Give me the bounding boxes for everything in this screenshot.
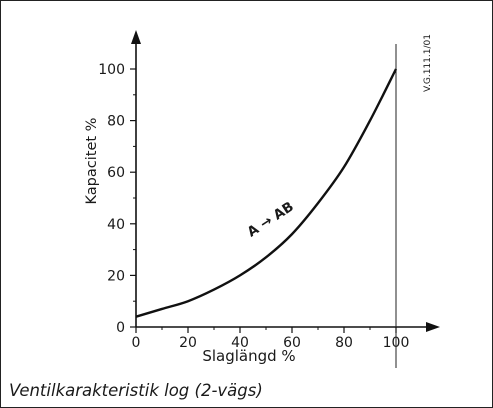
y-tick-label-0: 0 [116, 320, 125, 336]
y-tick-label-40: 40 [107, 217, 125, 233]
series-line-0 [135, 68, 398, 318]
y-axis-label: Kapacitet % [84, 118, 100, 205]
tick-labels: 0 20 40 60 80 100 0 20 40 60 80 100 [98, 62, 409, 351]
figure-caption: Ventilkarakteristik log (2-vägs) [9, 381, 263, 400]
y-axis-arrow [131, 30, 141, 44]
x-axis-label: Slaglängd % [202, 347, 295, 365]
axes [131, 30, 440, 368]
y-tick-label-100: 100 [98, 62, 125, 78]
x-axis-arrow [426, 322, 440, 332]
curve-annotation-0: A → AB [244, 199, 296, 241]
y-tick-label-60: 60 [107, 165, 125, 181]
series-layer [135, 68, 398, 318]
y-tick-label-80: 80 [107, 114, 125, 130]
x-tick-label-60: 60 [283, 335, 301, 351]
figure-reference-code: V.G.111.1/01 [423, 34, 433, 92]
x-tick-label-0: 0 [132, 335, 141, 351]
ticks [130, 68, 397, 333]
x-tick-label-40: 40 [231, 335, 249, 351]
y-tick-label-20: 20 [107, 268, 125, 284]
x-tick-label-80: 80 [335, 335, 353, 351]
x-tick-label-100: 100 [383, 335, 410, 351]
x-tick-label-20: 20 [179, 335, 197, 351]
